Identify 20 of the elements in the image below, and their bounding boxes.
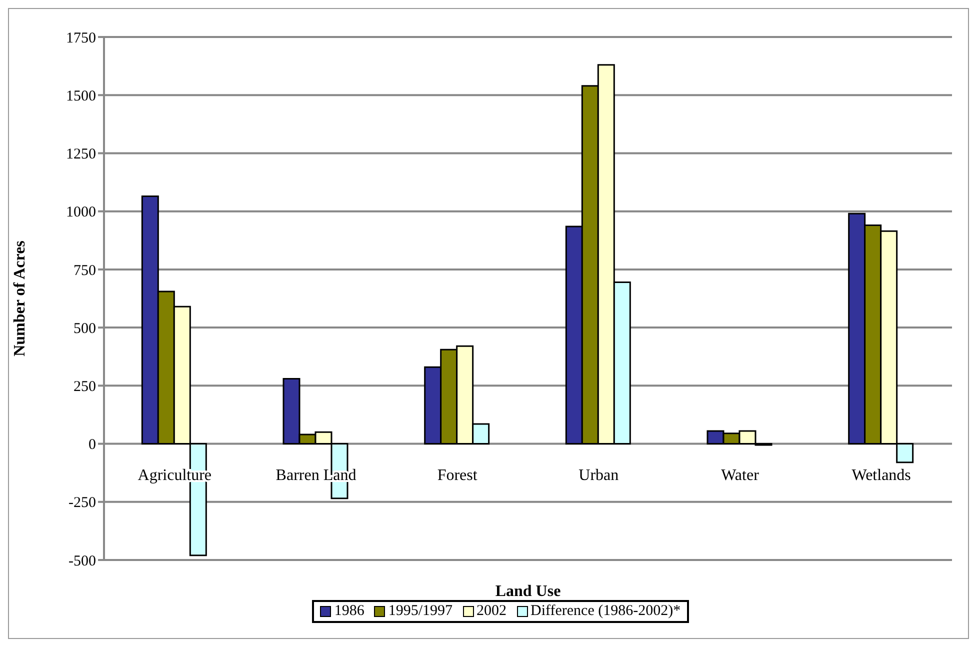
legend-label: Difference (1986-2002)* [530,603,681,620]
y-tick-label: 1250 [66,146,96,163]
y-tick-label: 750 [74,262,96,279]
y-tick-label: 1750 [66,30,96,46]
y-tick-label: 1500 [66,88,96,104]
x-axis-title: Land Use [495,583,561,600]
x-tick-label: Forest [437,466,478,484]
x-tick-label: Water [721,466,760,484]
legend-label: 1986 [333,603,364,620]
y-tick-label: 0 [88,437,96,454]
y-tick-label: -500 [68,553,96,570]
y-axis-title: Number of Acres [12,240,29,356]
legend-label: 1995/1997 [387,603,453,620]
y-tick-label: 250 [74,378,96,395]
y-tick-label: 500 [74,320,96,337]
y-tick-label: -250 [68,495,96,512]
y-tick-label: 1000 [66,204,96,221]
x-tick-label: Urban [578,466,619,484]
legend-label: 2002 [476,603,507,620]
x-tick-label: Wetlands [852,466,911,484]
